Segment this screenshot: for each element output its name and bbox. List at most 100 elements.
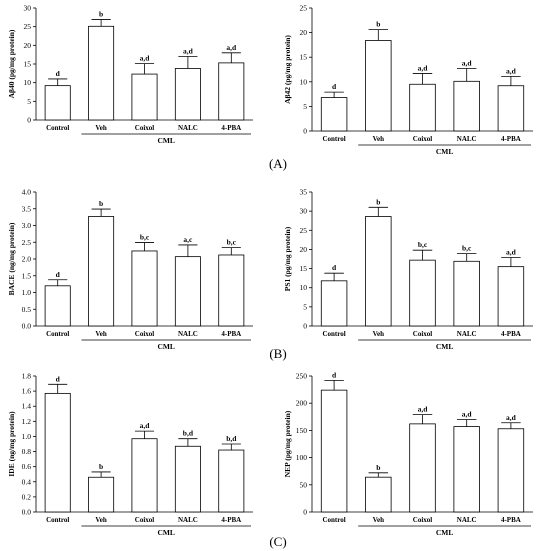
- group-label: CML: [436, 342, 454, 351]
- x-tick-label: Coixol: [135, 516, 155, 524]
- significance-label: d: [332, 263, 337, 272]
- bar-veh: [88, 216, 115, 327]
- group-label: CML: [157, 342, 175, 351]
- y-tick-label: 15: [300, 264, 308, 273]
- bar-control: [44, 392, 71, 513]
- x-tick-label: Coixol: [413, 135, 433, 143]
- group-label: CML: [436, 147, 454, 156]
- y-tick-label: 5: [27, 97, 31, 106]
- y-tick-label: 15: [300, 53, 308, 62]
- bar-control: [320, 97, 348, 132]
- x-tick-label: Control: [322, 135, 345, 143]
- y-tick-label: 20: [24, 41, 32, 50]
- y-tick-label: 20: [300, 245, 308, 254]
- y-tick-label: 1.2: [22, 417, 32, 426]
- significance-label: b: [376, 463, 380, 472]
- bar-coixol: [409, 83, 436, 132]
- bar-control: [44, 85, 71, 121]
- y-tick-label: 5: [303, 302, 307, 311]
- y-tick-label: 20: [300, 28, 308, 37]
- y-axis-label: IDE (ng/mg protein): [7, 411, 16, 477]
- significance-label: b,c: [418, 240, 428, 249]
- chart-abeta40: 0 5 10 15 20 25 30 Aβ40 (pg/mg protein) d Control…: [7, 4, 253, 145]
- significance-label: a,d: [140, 54, 151, 63]
- x-tick-label: Veh: [373, 330, 385, 338]
- significance-label: d: [56, 374, 61, 383]
- y-axis-label: PS1 (pg/mg protein): [283, 226, 292, 291]
- significance-label: a,d: [226, 43, 237, 52]
- y-tick-label: 100: [296, 453, 308, 462]
- bar-nalc: [174, 445, 201, 513]
- significance-label: a,d: [140, 421, 151, 430]
- significance-label: a,d: [506, 413, 517, 422]
- y-tick-label: 35: [300, 188, 308, 197]
- significance-label: b,c: [140, 233, 150, 242]
- significance-label: a,d: [418, 63, 429, 72]
- y-tick-label: 0.2: [22, 492, 32, 501]
- bar-control: [320, 280, 348, 327]
- y-tick-label: 0: [303, 322, 307, 331]
- bar-coixol: [131, 438, 158, 513]
- y-tick-label: 15: [24, 60, 32, 69]
- x-tick-label: NALC: [178, 124, 198, 132]
- y-axis-label: NEP (pg/mg protein): [283, 410, 292, 477]
- significance-label: b: [99, 462, 103, 471]
- x-tick-label: 4-PBA: [221, 330, 241, 338]
- bar-nalc: [453, 426, 480, 513]
- y-tick-label: 0.0: [22, 508, 32, 517]
- chart-ide: 0.0 0.2 0.4 0.6 0.8 1.0 1.2 1.4 1.6 1.8 IDE (ng/mg…: [7, 372, 253, 537]
- y-tick-label: 0: [303, 127, 307, 136]
- y-tick-label: 5: [303, 102, 307, 111]
- bar-control: [320, 389, 348, 513]
- y-tick-label: 1.6: [22, 387, 32, 396]
- x-tick-label: NALC: [178, 516, 198, 524]
- x-tick-label: 4-PBA: [501, 330, 521, 338]
- y-tick-label: 150: [296, 426, 308, 435]
- bar-veh: [88, 25, 115, 121]
- x-tick-label: NALC: [457, 516, 477, 524]
- significance-label: d: [56, 69, 61, 78]
- significance-label: a,c: [183, 235, 193, 244]
- y-tick-label: 3.5: [22, 204, 32, 213]
- y-tick-label: 50: [300, 480, 308, 489]
- significance-label: a,d: [418, 405, 429, 414]
- significance-label: a,d: [506, 247, 517, 256]
- y-axis-label: BACE (ng/mg protein): [7, 222, 16, 295]
- bar-4pba: [497, 428, 525, 513]
- y-tick-label: 0.6: [22, 462, 32, 471]
- x-tick-label: NALC: [178, 330, 198, 338]
- bar-coixol: [409, 423, 436, 513]
- y-tick-label: 1.5: [22, 271, 32, 280]
- bar-coixol: [131, 250, 158, 327]
- bar-veh: [88, 476, 115, 513]
- x-tick-label: Control: [322, 330, 345, 338]
- x-tick-label: Control: [46, 330, 69, 338]
- bar-nalc: [174, 68, 201, 121]
- chart-ps1: 0 5 10 15 20 25 30 35 PS1 (pg/mg protein) d Contro…: [283, 188, 533, 351]
- significance-label: b: [99, 199, 103, 208]
- chart-nep: 0 50 100 150 200 250 NEP (pg/mg protein) d Contr…: [283, 370, 533, 537]
- panel-label-c: (C): [269, 534, 286, 549]
- bar-4pba: [218, 254, 245, 327]
- y-tick-label: 10: [300, 283, 308, 292]
- significance-label: b,c: [462, 244, 472, 253]
- x-tick-label: Coixol: [413, 516, 433, 524]
- significance-label: a,d: [462, 59, 473, 68]
- y-tick-label: 1.0: [22, 432, 32, 441]
- x-tick-label: 4-PBA: [501, 516, 521, 524]
- x-tick-label: Veh: [373, 516, 385, 524]
- bar-control: [44, 285, 71, 327]
- x-tick-label: NALC: [457, 135, 477, 143]
- x-tick-label: Control: [46, 516, 69, 524]
- y-tick-label: 10: [24, 78, 32, 87]
- x-tick-label: Veh: [95, 516, 107, 524]
- significance-label: a,d: [462, 410, 473, 419]
- significance-label: b,d: [226, 434, 237, 443]
- y-tick-label: 1.0: [22, 288, 32, 297]
- x-tick-label: Coixol: [135, 124, 155, 132]
- y-tick-label: 10: [300, 77, 308, 86]
- y-tick-label: 3.0: [22, 221, 32, 230]
- x-tick-label: Veh: [373, 135, 385, 143]
- x-tick-label: 4-PBA: [221, 516, 241, 524]
